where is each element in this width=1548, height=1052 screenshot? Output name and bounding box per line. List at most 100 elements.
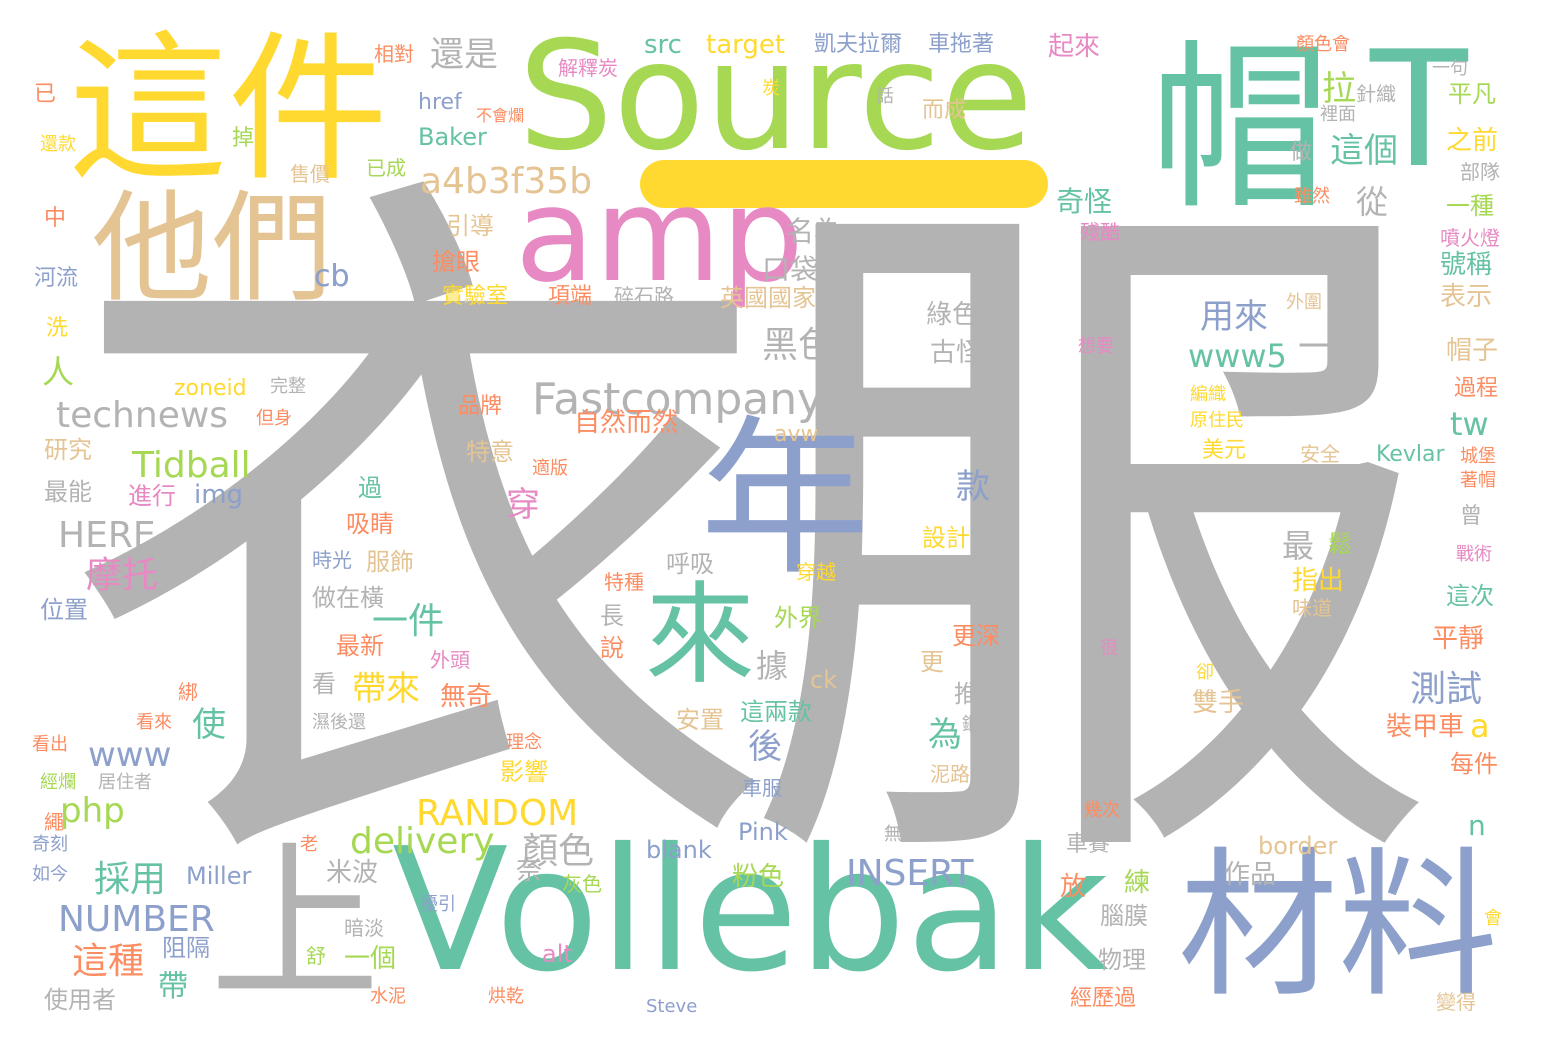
word: 顏色 [522,831,595,872]
word: 綁 [178,680,198,704]
word: 為 [928,715,962,755]
word: NUMBER [58,899,215,940]
word: 很 [1100,638,1118,659]
word: 裡面 [1320,104,1356,125]
word: cb [314,259,350,294]
word: 口袋 [762,253,819,286]
word: 不會爛 [476,106,525,125]
word: 美元 [1202,438,1247,463]
word: 理念 [506,732,542,753]
word: 還是 [430,35,498,75]
word: 泥路 [930,762,970,786]
word: HERE [58,515,156,556]
word: Fastcompany [532,374,824,425]
word: 帶 [158,969,188,1004]
word: alt [542,940,573,968]
word: 解釋炭 [558,56,618,80]
word: 過程 [1454,376,1499,401]
word: 繩 [44,810,64,834]
word: 已 [34,82,57,107]
word: 腦膜 [1100,902,1148,930]
word: 吸睛 [346,510,394,538]
word: 一個 [344,944,397,974]
word: INSERT [846,853,974,894]
word: 炭 [762,78,780,99]
word: 據 [756,647,789,685]
word: 鋼筋 [962,714,998,735]
word: 進行 [128,482,176,510]
word: 這件 [68,16,389,203]
word: 名為 [786,215,843,248]
word: 但身 [256,408,292,429]
word: 作品 [1224,860,1277,890]
word: a4b3f35b [420,161,593,202]
word: 自然而然 [574,408,679,438]
word: 經爛 [40,772,76,793]
word: 平靜 [1432,624,1485,654]
word: 老 [300,834,318,855]
word: 年 [700,401,871,599]
word: 過 [358,474,382,502]
word: 烘乾 [488,986,524,1007]
word: 安全 [1300,442,1340,466]
word: 平凡 [1448,80,1496,108]
word: 更 [920,648,944,676]
word: 最新 [336,632,384,660]
word: cb [314,259,350,294]
word: 灰色 [562,872,602,896]
word: 拉 [1322,69,1356,109]
word: 暗淡 [344,916,384,940]
word: 衣 [60,121,780,959]
word: 人 [42,353,75,391]
word: 中 [44,206,67,231]
word: 已成 [366,156,406,180]
word: 一種 [1446,192,1494,220]
word: 米波 [326,858,379,888]
word: 擾引 [420,894,456,915]
word: 濕後還 [312,712,366,733]
word: 著帽 [1460,470,1496,491]
word: 經歷過 [1070,986,1137,1011]
word: Steve [646,996,698,1017]
word: Vollebak [392,812,1109,1010]
word: Miller [186,862,252,890]
word: 幾次 [1084,800,1120,821]
word: 奇怪 [1056,185,1113,218]
word: 一款 [1298,327,1371,368]
word: 部隊 [1460,160,1500,184]
word: 這次 [1446,582,1494,610]
word: 如今 [32,864,68,885]
word: 這個 [1330,131,1398,171]
highlight-bar [640,160,1048,208]
word: 每件 [1450,750,1498,778]
word: 使用者 [44,986,116,1014]
word: delivery [350,821,495,862]
word: 看出 [32,734,68,755]
word: 服 [740,137,1440,952]
word: Pink [738,818,788,846]
word: 車拖著 [928,32,995,57]
word: 完整 [270,376,306,397]
word: 相對 [374,42,414,66]
word: 碎石路 [614,284,674,308]
word: border [1258,832,1338,860]
word: 曾 [1460,504,1483,529]
word: RANDOM [416,793,579,834]
word: a [1470,707,1490,745]
word: 特意 [466,438,514,466]
word: 顏色會 [1296,34,1350,55]
word: 凱夫拉爾 [814,32,903,57]
word: 黑色 [762,325,835,366]
word: 車服 [742,776,782,800]
word: target [706,30,786,60]
word: 之前 [1446,126,1499,156]
word: 後 [748,727,782,767]
word: 外界 [774,604,822,632]
word: 品牌 [458,394,503,419]
word: 起來 [1048,32,1101,62]
word: 售價 [290,162,330,186]
word: 使 [192,705,226,745]
word: 外圍 [1286,292,1322,313]
word: 這兩款 [740,698,812,726]
word: 上 [210,826,381,1024]
